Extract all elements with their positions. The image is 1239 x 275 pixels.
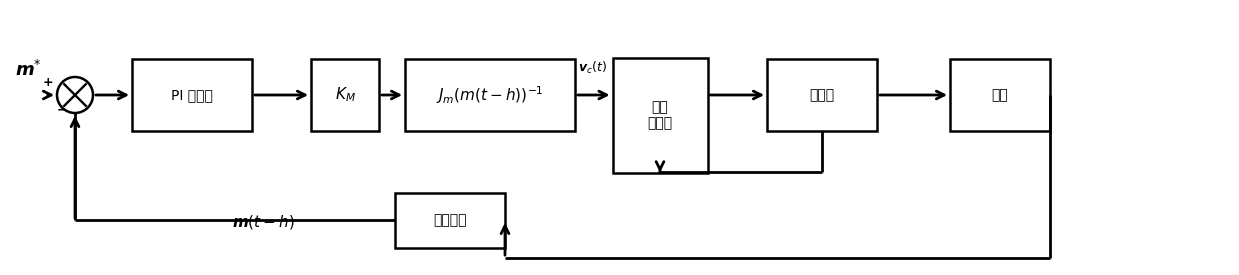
- Bar: [612, 57, 707, 172]
- Text: $\boldsymbol{m}^{*}$: $\boldsymbol{m}^{*}$: [15, 60, 42, 80]
- Text: 机器人: 机器人: [809, 88, 835, 102]
- Text: $K_M$: $K_M$: [335, 86, 356, 104]
- Text: −: −: [57, 103, 67, 117]
- Text: 特征提取: 特征提取: [434, 213, 467, 227]
- Text: $\boldsymbol{v}_c(t)$: $\boldsymbol{v}_c(t)$: [579, 60, 607, 76]
- Bar: [395, 192, 506, 248]
- Text: $J_m(m(t-h))^{-1}$: $J_m(m(t-h))^{-1}$: [436, 84, 544, 106]
- Text: PI 控制器: PI 控制器: [171, 88, 213, 102]
- Bar: [950, 59, 1049, 131]
- Bar: [311, 59, 379, 131]
- Bar: [405, 59, 575, 131]
- Bar: [767, 59, 877, 131]
- Text: 关节
控制器: 关节 控制器: [648, 100, 673, 130]
- Bar: [133, 59, 252, 131]
- Text: +: +: [42, 76, 53, 89]
- Circle shape: [57, 77, 93, 113]
- Text: $\boldsymbol{m}(t-h)$: $\boldsymbol{m}(t-h)$: [232, 213, 295, 231]
- Text: 相机: 相机: [991, 88, 1009, 102]
